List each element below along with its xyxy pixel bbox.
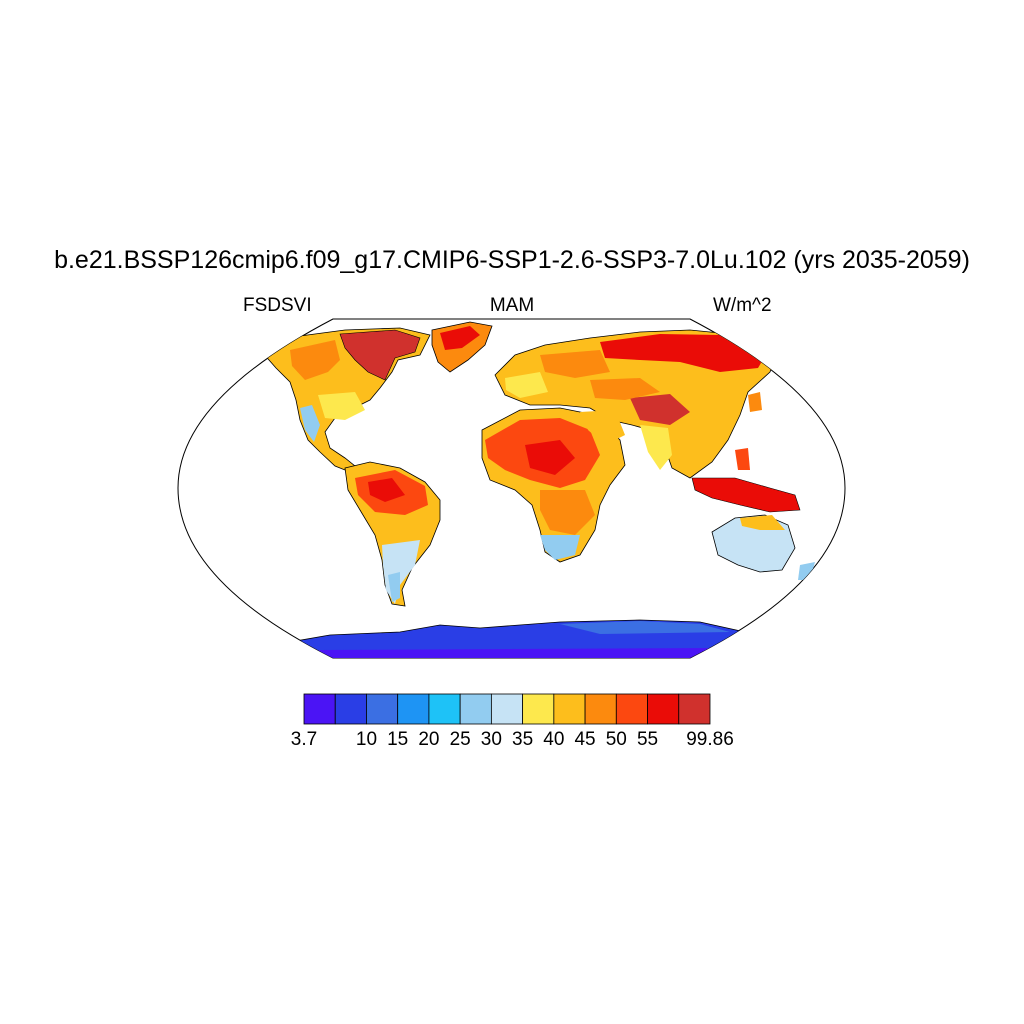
arabia-region [580, 410, 625, 445]
amazon-core [368, 478, 405, 502]
colorbar-tick-label: 30 [480, 729, 502, 750]
europe-mid [505, 372, 548, 398]
colorbar-tick-label: 15 [387, 729, 409, 750]
colorbar-tick-label: 25 [449, 729, 471, 750]
australia-north [740, 515, 785, 530]
season-label: MAM [489, 295, 535, 316]
colorbar-swatch [334, 693, 367, 725]
antarctica-coast [560, 621, 730, 634]
central-asia [590, 378, 660, 400]
patagonia-south [388, 572, 400, 602]
india-region [640, 425, 672, 470]
se-asia-islands [691, 477, 801, 513]
map-title: b.e21.BSSP126cmip6.f09_g17.CMIP6-SSP1-2.… [54, 246, 970, 274]
colorbar-tick-label: 50 [605, 729, 627, 750]
sahara-core [525, 440, 575, 475]
colorbar-swatch [303, 693, 336, 725]
colorbar-tick-label: 99.86 [686, 729, 734, 750]
central-africa [540, 490, 595, 535]
japan [748, 392, 762, 412]
colorbar-swatch [647, 693, 680, 725]
us-west-coast [300, 405, 320, 442]
colorbar-swatch [397, 693, 430, 725]
colorbar-swatch [584, 693, 617, 725]
colorbar-swatch [522, 693, 555, 725]
colorbar-swatch [678, 693, 711, 725]
antarctica-interior [300, 648, 740, 658]
philippines [735, 448, 750, 470]
colorbar-tick-label: 35 [512, 729, 534, 750]
units-label: W/m^2 [713, 295, 772, 316]
colorbar-swatch [459, 693, 492, 725]
colorbar-swatch [490, 693, 524, 725]
colorbar-tick-label: 10 [355, 729, 378, 750]
western-canada [290, 340, 340, 380]
colorbar-swatch [615, 693, 648, 725]
colorbar-tick-label: 40 [543, 729, 565, 750]
colorbar-swatch [428, 693, 461, 725]
greenland-coast [440, 326, 480, 350]
colorbar-tick-label: 55 [636, 729, 659, 750]
colorbar-swatch [366, 693, 399, 725]
russia-mid [540, 350, 610, 378]
south-africa-low [540, 535, 580, 560]
colorbar-tick-label: 20 [418, 729, 440, 750]
canada-north-high [339, 329, 421, 381]
siberia-high [600, 334, 770, 372]
variable-label: FSDSVI [243, 295, 312, 316]
tibet-high [630, 394, 690, 425]
colorbar-swatch [553, 693, 586, 725]
us-interior [318, 392, 365, 420]
colorbar-tick-label: 45 [574, 729, 596, 750]
colorbar-tick-label: 3.7 [290, 729, 318, 750]
